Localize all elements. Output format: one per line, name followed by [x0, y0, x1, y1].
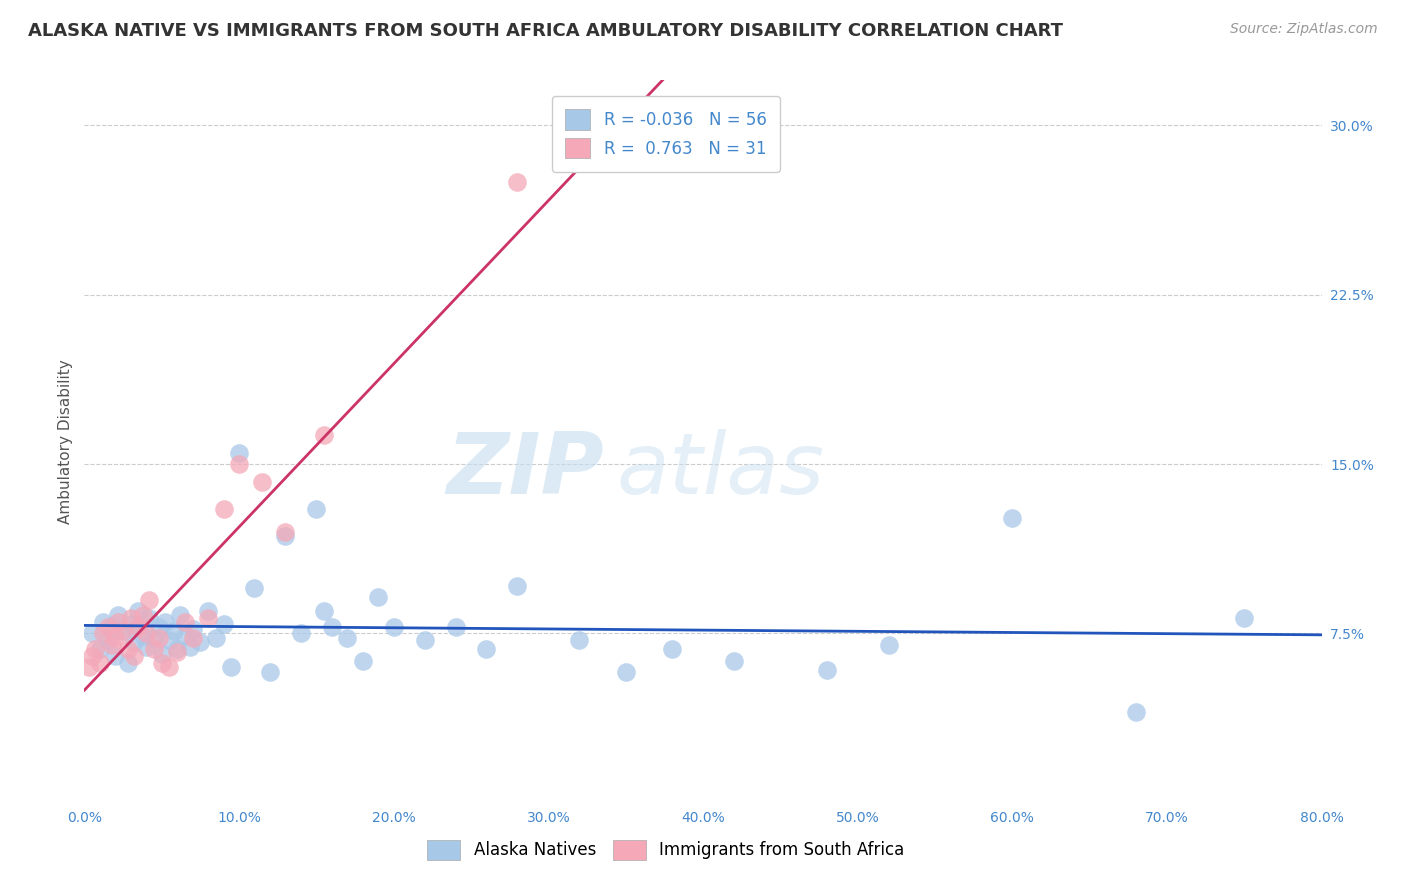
Point [132, 629, 155, 643]
Point [96, 620, 118, 634]
Point [413, 633, 436, 648]
Point [506, 175, 529, 189]
Point [197, 604, 219, 618]
Point [127, 620, 149, 634]
Point [197, 610, 219, 624]
Point [815, 663, 838, 677]
Point [228, 457, 250, 471]
Point [181, 622, 204, 636]
Point [228, 446, 250, 460]
Point [104, 631, 127, 645]
Point [661, 642, 683, 657]
Point [135, 640, 157, 654]
Text: ZIP: ZIP [446, 429, 605, 512]
Y-axis label: Ambulatory Disability: Ambulatory Disability [58, 359, 73, 524]
Point [312, 604, 335, 618]
Point [122, 648, 145, 663]
Point [112, 624, 135, 639]
Point [101, 638, 124, 652]
Point [877, 638, 900, 652]
Point [135, 626, 157, 640]
Point [82, 626, 104, 640]
Point [77, 660, 100, 674]
Point [91, 626, 114, 640]
Point [274, 529, 297, 543]
Point [148, 620, 170, 634]
Point [212, 617, 235, 632]
Point [1233, 610, 1256, 624]
Point [91, 615, 114, 630]
Point [122, 635, 145, 649]
Point [444, 620, 467, 634]
Point [367, 591, 389, 605]
Text: atlas: atlas [616, 429, 824, 512]
Point [112, 624, 135, 639]
Point [166, 642, 188, 657]
Point [1001, 511, 1024, 525]
Point [104, 648, 127, 663]
Point [138, 592, 160, 607]
Text: Source: ZipAtlas.com: Source: ZipAtlas.com [1230, 22, 1378, 37]
Point [150, 647, 173, 661]
Point [506, 579, 529, 593]
Point [312, 427, 335, 442]
Point [143, 642, 166, 657]
Point [84, 642, 107, 657]
Point [163, 624, 186, 639]
Point [120, 610, 142, 624]
Point [212, 502, 235, 516]
Point [321, 620, 343, 634]
Point [336, 631, 359, 645]
Point [107, 615, 129, 630]
Point [169, 608, 191, 623]
Point [159, 633, 180, 648]
Point [174, 615, 197, 630]
Point [132, 608, 155, 623]
Point [127, 604, 149, 618]
Point [568, 633, 591, 648]
Point [153, 615, 176, 630]
Point [243, 582, 266, 596]
Point [274, 524, 297, 539]
Point [107, 608, 129, 623]
Point [723, 654, 745, 668]
Point [166, 644, 188, 658]
Legend: Alaska Natives, Immigrants from South Africa: Alaska Natives, Immigrants from South Af… [420, 833, 911, 867]
Point [148, 631, 170, 645]
Point [117, 656, 139, 670]
Point [475, 642, 498, 657]
Point [120, 617, 142, 632]
Point [82, 648, 104, 663]
Point [101, 620, 124, 634]
Point [614, 665, 637, 679]
Point [205, 631, 228, 645]
Point [159, 660, 180, 674]
Point [305, 502, 328, 516]
Point [188, 635, 211, 649]
Point [259, 665, 281, 679]
Point [352, 654, 374, 668]
Point [138, 610, 160, 624]
Point [89, 656, 111, 670]
Point [179, 640, 201, 654]
Point [219, 660, 242, 674]
Point [1125, 706, 1147, 720]
Point [117, 642, 139, 657]
Point [290, 626, 312, 640]
Point [181, 631, 204, 645]
Point [174, 629, 197, 643]
Point [382, 620, 405, 634]
Point [96, 633, 118, 648]
Point [150, 656, 173, 670]
Point [143, 631, 166, 645]
Point [250, 475, 273, 490]
Text: ALASKA NATIVE VS IMMIGRANTS FROM SOUTH AFRICA AMBULATORY DISABILITY CORRELATION : ALASKA NATIVE VS IMMIGRANTS FROM SOUTH A… [28, 22, 1063, 40]
Point [89, 642, 111, 657]
